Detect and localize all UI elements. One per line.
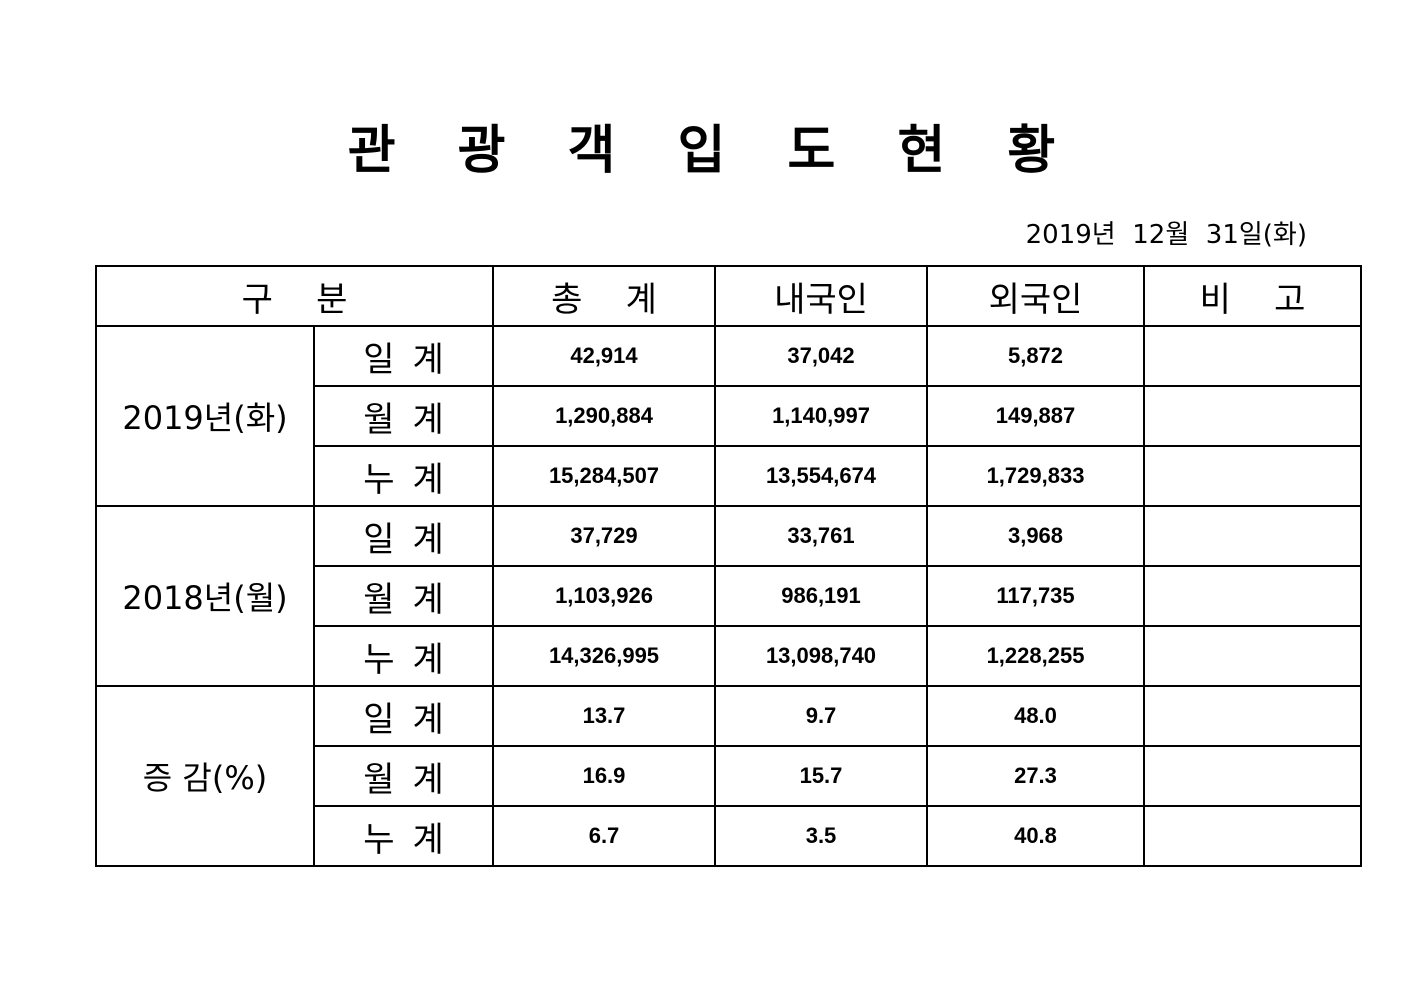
cell-total: 1,103,926 <box>492 565 716 627</box>
table-header-row: 구 분 총 계 내국인 외국인 비 고 <box>95 265 1362 327</box>
cell-remarks <box>1143 625 1362 687</box>
table-row: 월계 16.9 15.7 27.3 <box>96 745 1362 807</box>
cell-foreign: 117,735 <box>926 565 1145 627</box>
report-date: 2019년 12월 31일(화) <box>1025 220 1307 250</box>
cell-domestic: 9.7 <box>714 685 928 747</box>
cell-total: 1,290,884 <box>492 385 716 447</box>
cell-remarks <box>1143 385 1362 447</box>
header-domestic: 내국인 <box>714 265 928 327</box>
row-label: 일계 <box>313 325 494 387</box>
cell-total: 13.7 <box>492 685 716 747</box>
table-row: 월계 1,290,884 1,140,997 149,887 <box>96 385 1362 447</box>
cell-foreign: 27.3 <box>926 745 1145 807</box>
cell-remarks <box>1143 565 1362 627</box>
tourist-arrivals-table: 구 분 총 계 내국인 외국인 비 고 2019년(화) 일계 42,914 3… <box>95 265 1362 867</box>
group-label-2018: 2018년(월) <box>95 505 315 687</box>
header-category: 구 분 <box>95 265 494 327</box>
cell-domestic: 13,098,740 <box>714 625 928 687</box>
cell-remarks <box>1143 805 1362 867</box>
cell-domestic: 33,761 <box>714 505 928 567</box>
group-label-2019: 2019년(화) <box>95 325 315 507</box>
header-remarks: 비 고 <box>1143 265 1362 327</box>
cell-domestic: 1,140,997 <box>714 385 928 447</box>
row-label: 월계 <box>313 385 494 447</box>
group-label-change: 증 감(%) <box>95 685 315 867</box>
cell-domestic: 37,042 <box>714 325 928 387</box>
cell-foreign: 5,872 <box>926 325 1145 387</box>
table-row: 증 감(%) 일계 13.7 9.7 48.0 <box>95 685 1362 867</box>
cell-total: 16.9 <box>492 745 716 807</box>
cell-remarks <box>1143 685 1362 747</box>
table-row: 누계 15,284,507 13,554,674 1,729,833 <box>96 445 1362 507</box>
row-label: 누계 <box>313 805 494 867</box>
row-label: 월계 <box>313 565 494 627</box>
cell-domestic: 986,191 <box>714 565 928 627</box>
cell-remarks <box>1143 505 1362 567</box>
cell-total: 6.7 <box>492 805 716 867</box>
table-row: 2018년(월) 일계 37,729 33,761 3,968 <box>95 505 1362 687</box>
row-label: 일계 <box>313 685 494 747</box>
row-label: 누계 <box>313 445 494 507</box>
header-foreign: 외국인 <box>926 265 1145 327</box>
cell-total: 14,326,995 <box>492 625 716 687</box>
row-label: 월계 <box>313 745 494 807</box>
cell-foreign: 149,887 <box>926 385 1145 447</box>
cell-domestic: 3.5 <box>714 805 928 867</box>
header-total: 총 계 <box>492 265 716 327</box>
cell-total: 42,914 <box>492 325 716 387</box>
cell-foreign: 48.0 <box>926 685 1145 747</box>
cell-foreign: 1,228,255 <box>926 625 1145 687</box>
cell-remarks <box>1143 745 1362 807</box>
row-label: 누계 <box>313 625 494 687</box>
page-title: 관 광 객 입 도 현 황 <box>347 121 1078 181</box>
cell-domestic: 15.7 <box>714 745 928 807</box>
table-row: 2019년(화) 일계 42,914 37,042 5,872 <box>95 325 1362 507</box>
cell-total: 15,284,507 <box>492 445 716 507</box>
table-row: 월계 1,103,926 986,191 117,735 <box>96 565 1362 627</box>
cell-remarks <box>1143 325 1362 387</box>
cell-foreign: 40.8 <box>926 805 1145 867</box>
cell-foreign: 1,729,833 <box>926 445 1145 507</box>
cell-total: 37,729 <box>492 505 716 567</box>
table-row: 누계 14,326,995 13,098,740 1,228,255 <box>96 625 1362 687</box>
table-row: 누계 6.7 3.5 40.8 <box>96 805 1362 867</box>
cell-remarks <box>1143 445 1362 507</box>
cell-domestic: 13,554,674 <box>714 445 928 507</box>
row-label: 일계 <box>313 505 494 567</box>
cell-foreign: 3,968 <box>926 505 1145 567</box>
